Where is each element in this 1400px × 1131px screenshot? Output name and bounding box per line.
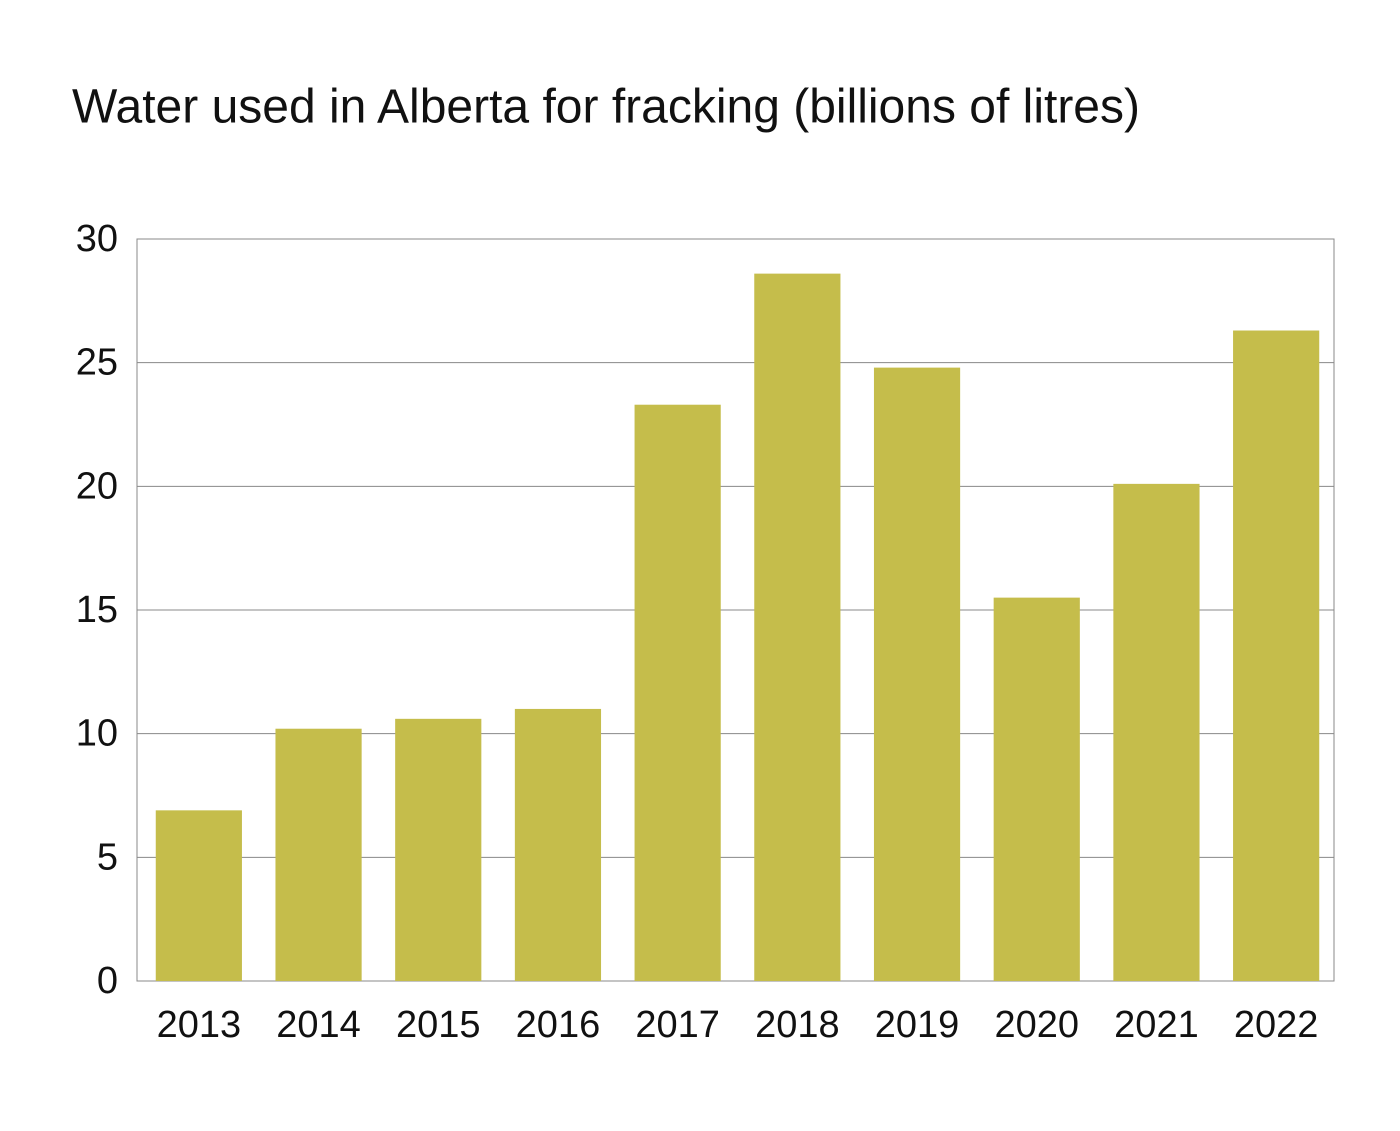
bar: [395, 718, 482, 981]
bar: [514, 708, 602, 981]
chart-title: Water used in Alberta for fracking (bill…: [72, 81, 1140, 134]
bar: [873, 367, 961, 981]
y-tick-label: 10: [76, 713, 118, 755]
x-tick-label: 2016: [516, 1004, 601, 1046]
bar: [1233, 330, 1320, 982]
x-tick-label: 2018: [755, 1004, 840, 1046]
bar: [1113, 483, 1200, 981]
x-tick-label: 2013: [157, 1004, 242, 1046]
x-tick-label: 2022: [1234, 1004, 1319, 1046]
y-tick-label: 15: [76, 589, 118, 631]
x-tick-label: 2019: [875, 1004, 960, 1046]
y-tick-label: 25: [76, 342, 118, 384]
bar: [155, 810, 242, 981]
bar: [634, 404, 721, 981]
bar: [275, 728, 362, 981]
x-tick-label: 2020: [994, 1004, 1079, 1046]
bar: [993, 597, 1080, 981]
y-tick-label: 20: [76, 465, 118, 507]
x-tick-label: 2021: [1114, 1004, 1199, 1046]
y-tick-label: 5: [97, 836, 118, 878]
y-tick-label: 30: [76, 218, 118, 260]
y-tick-label: 0: [97, 960, 118, 1002]
x-tick-label: 2014: [276, 1004, 361, 1046]
x-tick-label: 2017: [635, 1004, 720, 1046]
x-tick-label: 2015: [396, 1004, 481, 1046]
bar: [754, 273, 841, 981]
